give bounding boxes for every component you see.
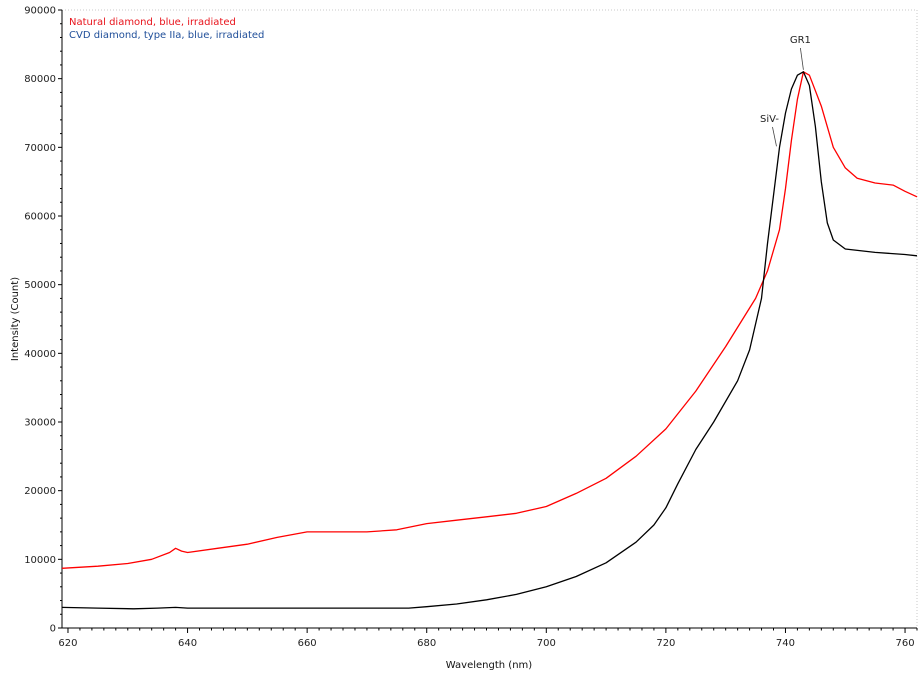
series-line-natural-diamond <box>61 71 918 569</box>
plot-area <box>61 9 918 629</box>
y-tick-label: 10000 <box>24 555 56 566</box>
x-tick-label: 760 <box>895 638 914 649</box>
y-tick-label: 20000 <box>24 486 56 497</box>
annotations: GR1 SiV- <box>760 35 811 147</box>
x-tick-label: 740 <box>776 638 795 649</box>
annotation-siv-leader <box>772 126 777 147</box>
annotation-gr1-leader <box>800 47 804 70</box>
y-axis-title: Intensity (Count) <box>10 277 21 361</box>
y-tick-label: 30000 <box>24 418 56 429</box>
y-tick-label: 80000 <box>24 74 56 85</box>
y-tick-label: 40000 <box>24 349 56 360</box>
series-line-cvd-diamond <box>61 71 918 610</box>
x-tick-label: 660 <box>298 638 317 649</box>
y-tick-label: 70000 <box>24 143 56 154</box>
axes: 0 10000 20000 30000 40000 50000 60000 70000 8000… <box>24 6 918 649</box>
x-tick-label: 640 <box>178 638 197 649</box>
x-axis-title: Wavelength (nm) <box>446 660 532 671</box>
y-tick-label: 90000 <box>24 6 56 17</box>
legend-item-natural-diamond: Natural diamond, blue, irradiated <box>69 17 236 28</box>
annotation-gr1: GR1 <box>790 35 811 46</box>
annotation-siv: SiV- <box>760 114 779 125</box>
y-tick-label: 60000 <box>24 212 56 223</box>
x-tick-label: 620 <box>58 638 77 649</box>
legend-item-cvd-diamond: CVD diamond, type IIa, blue, irradiated <box>69 30 264 41</box>
y-tick-label: 0 <box>50 624 56 635</box>
x-tick-label: 720 <box>656 638 675 649</box>
x-tick-label: 700 <box>537 638 556 649</box>
y-tick-label: 50000 <box>24 280 56 291</box>
legend: Natural diamond, blue, irradiated CVD dia… <box>69 17 264 41</box>
x-tick-label: 680 <box>417 638 436 649</box>
series-lines <box>61 71 918 610</box>
